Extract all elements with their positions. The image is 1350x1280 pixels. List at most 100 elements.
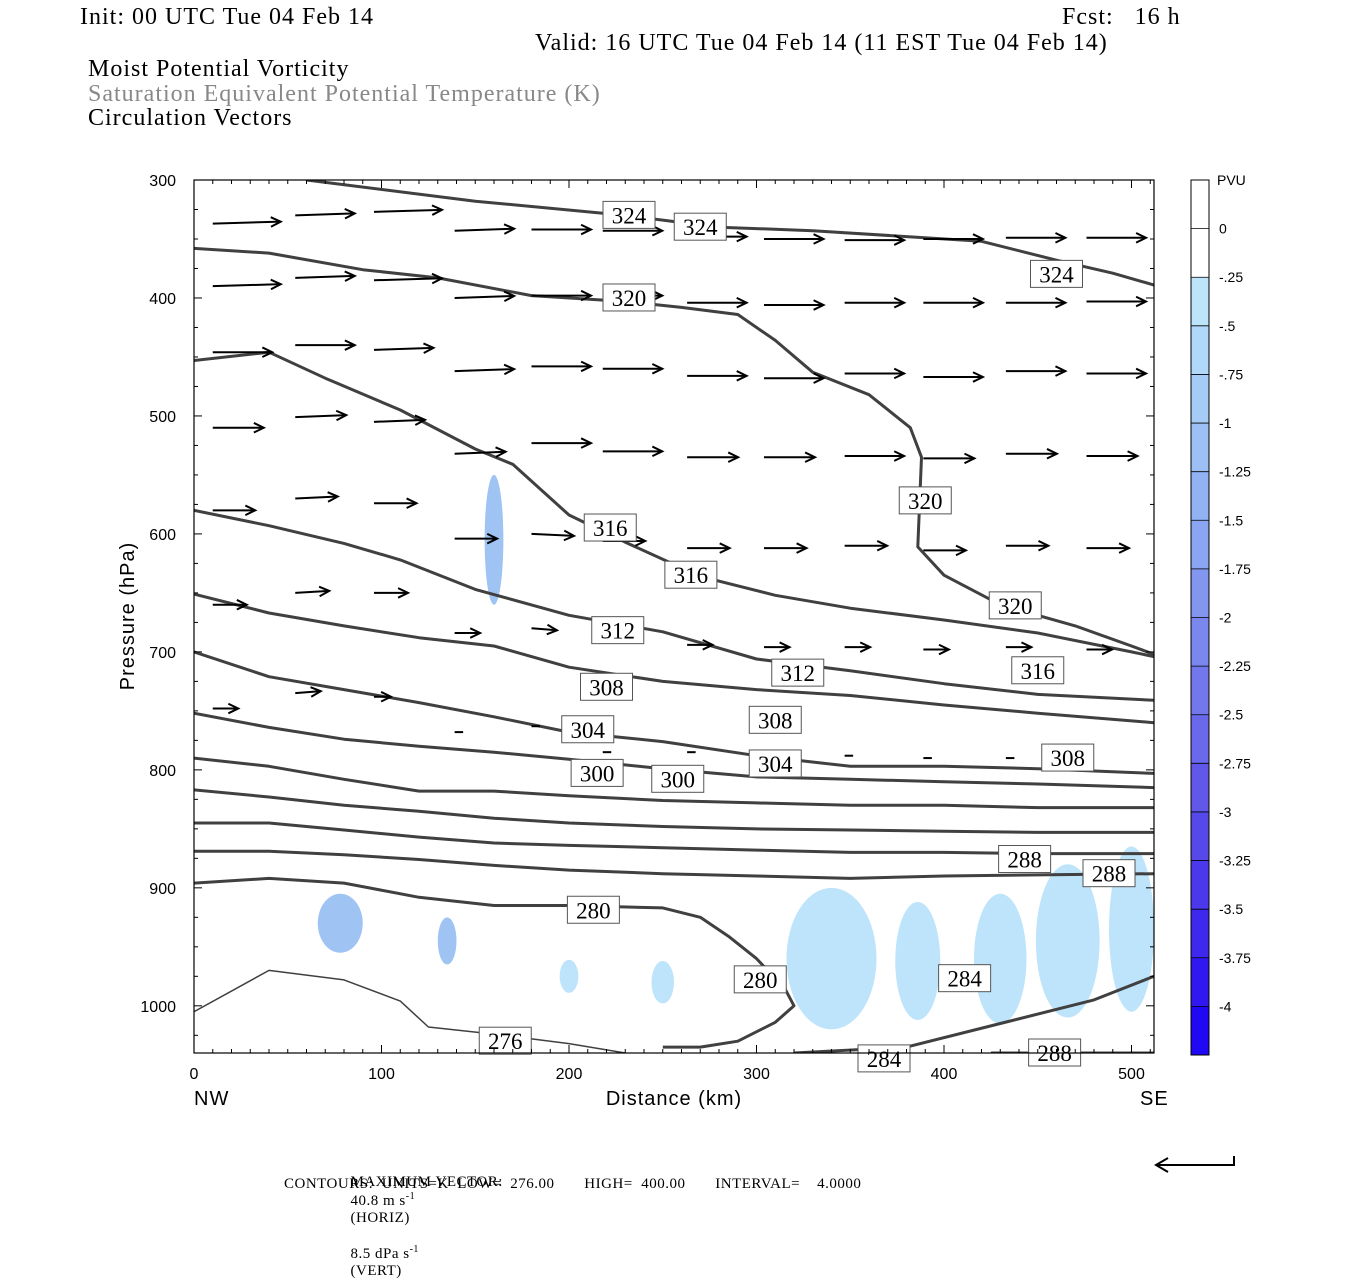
vector-head xyxy=(270,216,284,228)
circulation-vector-43 xyxy=(764,451,818,463)
contour-label-box xyxy=(1041,743,1095,772)
vector-head xyxy=(964,452,977,465)
vector-shaft xyxy=(295,414,347,419)
vector-head xyxy=(397,587,411,599)
circulation-vector-42 xyxy=(687,451,741,463)
vector-head xyxy=(1127,450,1140,462)
contour-label-text: 320 xyxy=(908,489,943,514)
colorbar-tick-label-2: -.5 xyxy=(1219,318,1236,334)
vector-head xyxy=(651,289,665,302)
vector-head xyxy=(938,643,952,656)
contour-label-text: 288 xyxy=(1092,862,1127,887)
pv-shade-8 xyxy=(1035,864,1100,1018)
circulation-vector-54 xyxy=(687,542,732,554)
contour-label-304-15: 304 xyxy=(748,749,802,778)
contour-label-box xyxy=(478,1026,532,1055)
contour-label-box xyxy=(748,705,802,734)
field-title-mpv: Moist Potential Vorticity xyxy=(88,56,350,82)
contour-label-284-23: 284 xyxy=(857,1044,911,1073)
contour-280-11 xyxy=(194,876,796,1049)
colorbar-tick-label-14: -3.5 xyxy=(1219,901,1243,917)
contour-label-text: 316 xyxy=(674,563,709,588)
contour-292-8 xyxy=(194,788,1154,834)
vector-head xyxy=(236,599,250,611)
contour-label-324-1: 324 xyxy=(673,212,727,241)
contour-label-box xyxy=(1011,656,1065,685)
circulation-vector-50 xyxy=(374,497,419,509)
vector-head xyxy=(1135,232,1149,244)
contour-label-320-4: 320 xyxy=(898,486,952,515)
vector-shaft xyxy=(295,212,355,217)
circulation-vector-52 xyxy=(531,529,577,542)
vector-shaft xyxy=(531,532,575,537)
vector-head xyxy=(796,542,809,554)
y-tick-label-700: 700 xyxy=(149,645,176,662)
circulation-vector-40 xyxy=(531,437,594,449)
contour-296-7 xyxy=(194,756,1154,810)
contour-label-text: 308 xyxy=(589,675,624,700)
colorbar-swatch-0 xyxy=(1191,180,1209,230)
circulation-vector-3 xyxy=(454,223,517,235)
vector-head xyxy=(380,691,394,703)
contour-label-text: 284 xyxy=(947,967,982,992)
vector-shaft xyxy=(373,346,434,351)
vector-head xyxy=(813,299,826,311)
vector-head xyxy=(486,532,500,545)
vector-head xyxy=(1101,643,1115,656)
colorbar-tick-label-13: -3.25 xyxy=(1219,853,1251,869)
contour-label-320-5: 320 xyxy=(988,591,1042,620)
vector-shaft xyxy=(454,368,515,373)
circulation-vector-9 xyxy=(923,233,986,245)
circulation-vector-67 xyxy=(844,641,873,653)
field-title-vectors: Circulation Vectors xyxy=(88,105,293,131)
colorbar-swatch-11 xyxy=(1191,714,1209,764)
x-tick-label-0: 0 xyxy=(190,1066,199,1083)
vector-head xyxy=(469,627,483,639)
circulation-vector-48 xyxy=(212,504,258,517)
contour-label-box xyxy=(748,749,802,778)
vector-head xyxy=(227,702,241,715)
vector-head xyxy=(503,290,517,302)
colorbar-tick-label-10: -2.5 xyxy=(1219,707,1243,723)
circulation-vector-69 xyxy=(1005,641,1034,653)
y-tick-label-400: 400 xyxy=(149,291,176,308)
vector-head xyxy=(893,367,907,380)
vector-head xyxy=(634,535,648,547)
vector-head xyxy=(736,370,749,382)
circulation-vector-71 xyxy=(212,702,241,715)
vector-head xyxy=(580,289,594,302)
contour-label-box xyxy=(651,764,705,793)
colorbar-tick-label-12: -3 xyxy=(1219,804,1232,820)
vector-head xyxy=(580,437,594,449)
vector-head xyxy=(1055,232,1068,244)
vector-head xyxy=(495,446,508,458)
colorbar-tick-label-0: 0 xyxy=(1219,221,1227,237)
contour-316-2 xyxy=(194,350,1154,659)
x-axis-label: Distance (km) xyxy=(606,1088,742,1110)
vector-head xyxy=(503,223,517,235)
contour-label-text: 320 xyxy=(612,286,647,311)
colorbar-swatch-8 xyxy=(1191,568,1209,618)
colorbar-tick-label-5: -1.25 xyxy=(1219,464,1251,480)
max-vector-vert-tag: (VERT) xyxy=(350,1263,402,1279)
circulation-vector-20 xyxy=(844,297,907,309)
vector-head xyxy=(431,272,445,285)
colorbar-tick-label-7: -1.75 xyxy=(1219,561,1251,577)
contour-label-312-9: 312 xyxy=(591,616,645,645)
contour-276-12 xyxy=(194,969,626,1053)
circulation-vector-11 xyxy=(1086,232,1149,244)
vector-head xyxy=(546,623,560,636)
vector-head xyxy=(1055,297,1068,309)
colorbar-swatch-13 xyxy=(1191,811,1209,862)
contour-label-text: 284 xyxy=(867,1047,902,1072)
circulation-vector-16 xyxy=(531,289,594,302)
circulation-vector-39 xyxy=(454,446,508,458)
vector-head xyxy=(253,422,267,434)
vector-head xyxy=(972,297,986,309)
colorbar-swatch-17 xyxy=(1191,1006,1209,1056)
circulation-vector-30 xyxy=(687,370,749,382)
y-tick-label-600: 600 xyxy=(149,527,176,544)
colorbar-swatch-7 xyxy=(1191,520,1209,570)
circulation-vector-64 xyxy=(531,623,560,636)
init-time: Init: 00 UTC Tue 04 Feb 14 xyxy=(80,4,375,30)
